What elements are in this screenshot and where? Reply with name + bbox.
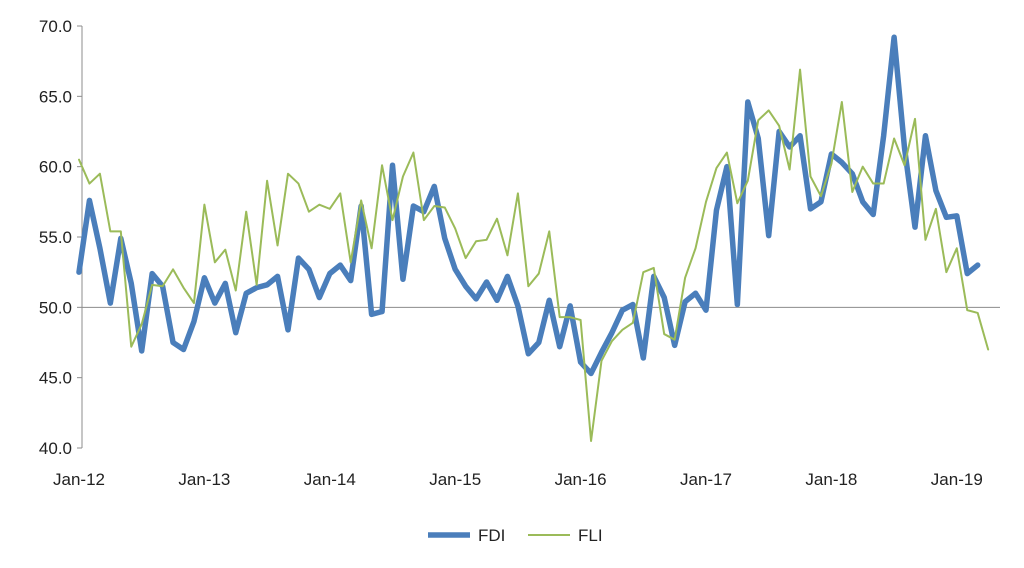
x-tick-label: Jan-14 [304,470,356,489]
x-tick-label: Jan-18 [805,470,857,489]
y-tick-label: 55.0 [39,228,72,247]
x-tick-label: Jan-19 [931,470,983,489]
chart-series [76,34,990,442]
x-tick-label: Jan-16 [555,470,607,489]
y-tick-label: 50.0 [39,298,72,317]
y-tick-label: 65.0 [39,87,72,106]
x-tick-label: Jan-15 [429,470,481,489]
x-tick-label: Jan-13 [178,470,230,489]
series-line-fli [78,68,990,442]
legend-label-fli: FLI [578,526,603,545]
series-line-fdi [76,34,981,377]
y-tick-label: 60.0 [39,158,72,177]
y-tick-label: 45.0 [39,369,72,388]
legend-label-fdi: FDI [478,526,505,545]
x-tick-label: Jan-12 [53,470,105,489]
chart-legend: FDI FLI [428,526,603,545]
chart-axes: 70.0 65.0 60.0 55.0 50.0 45.0 40.0 Jan-12 Jan-13… [39,17,1000,489]
y-tick-label: 70.0 [39,17,72,36]
x-tick-label: Jan-17 [680,470,732,489]
y-tick-label: 40.0 [39,439,72,458]
